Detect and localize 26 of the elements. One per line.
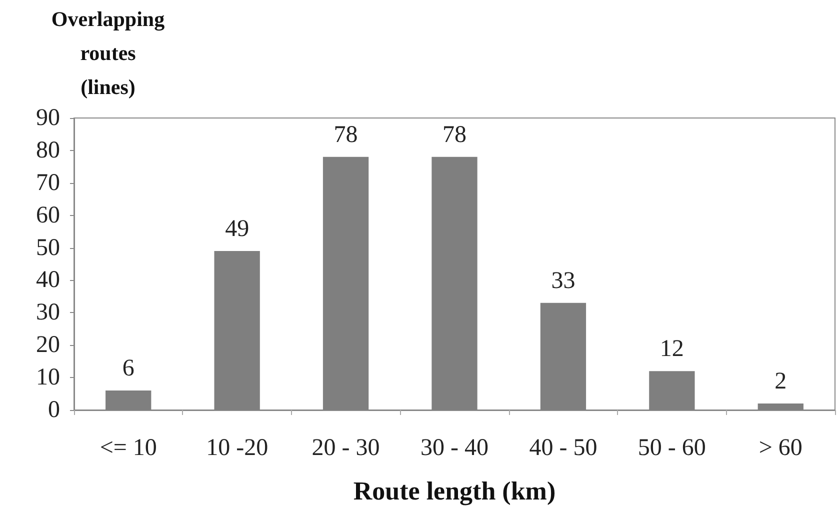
- y-tick-label: 20: [36, 332, 60, 358]
- y-tick-label: 30: [36, 300, 60, 326]
- data-label: 49: [225, 216, 250, 242]
- y-tick-label: 70: [36, 170, 60, 196]
- x-tick-label: > 60: [758, 435, 802, 461]
- x-tick-label: 50 - 60: [638, 435, 706, 461]
- data-label: 12: [660, 336, 684, 362]
- y-tick-label: 0: [48, 397, 60, 423]
- x-tick-label: 20 - 30: [312, 435, 380, 461]
- x-tick-label: <= 10: [100, 435, 157, 461]
- data-label: 6: [122, 356, 134, 382]
- y-tick-label: 10: [36, 364, 60, 391]
- x-axis-title: Route length (km): [353, 476, 556, 506]
- x-tick-label: 10 -20: [206, 435, 268, 461]
- y-tick-label: 40: [36, 267, 60, 294]
- x-tick-label: 30 - 40: [420, 435, 488, 461]
- data-label: 78: [442, 122, 466, 148]
- y-tick-label: 50: [36, 234, 60, 261]
- data-label: 78: [334, 122, 358, 148]
- data-label: 33: [551, 268, 576, 294]
- y-tick-label: 60: [36, 202, 60, 228]
- x-tick-label: 40 - 50: [529, 435, 598, 461]
- y-tick-label: 90: [36, 105, 60, 131]
- y-tick-label: 80: [36, 137, 60, 164]
- y-axis-title: Overlapping routes (lines): [51, 7, 166, 99]
- data-label: 2: [774, 368, 787, 395]
